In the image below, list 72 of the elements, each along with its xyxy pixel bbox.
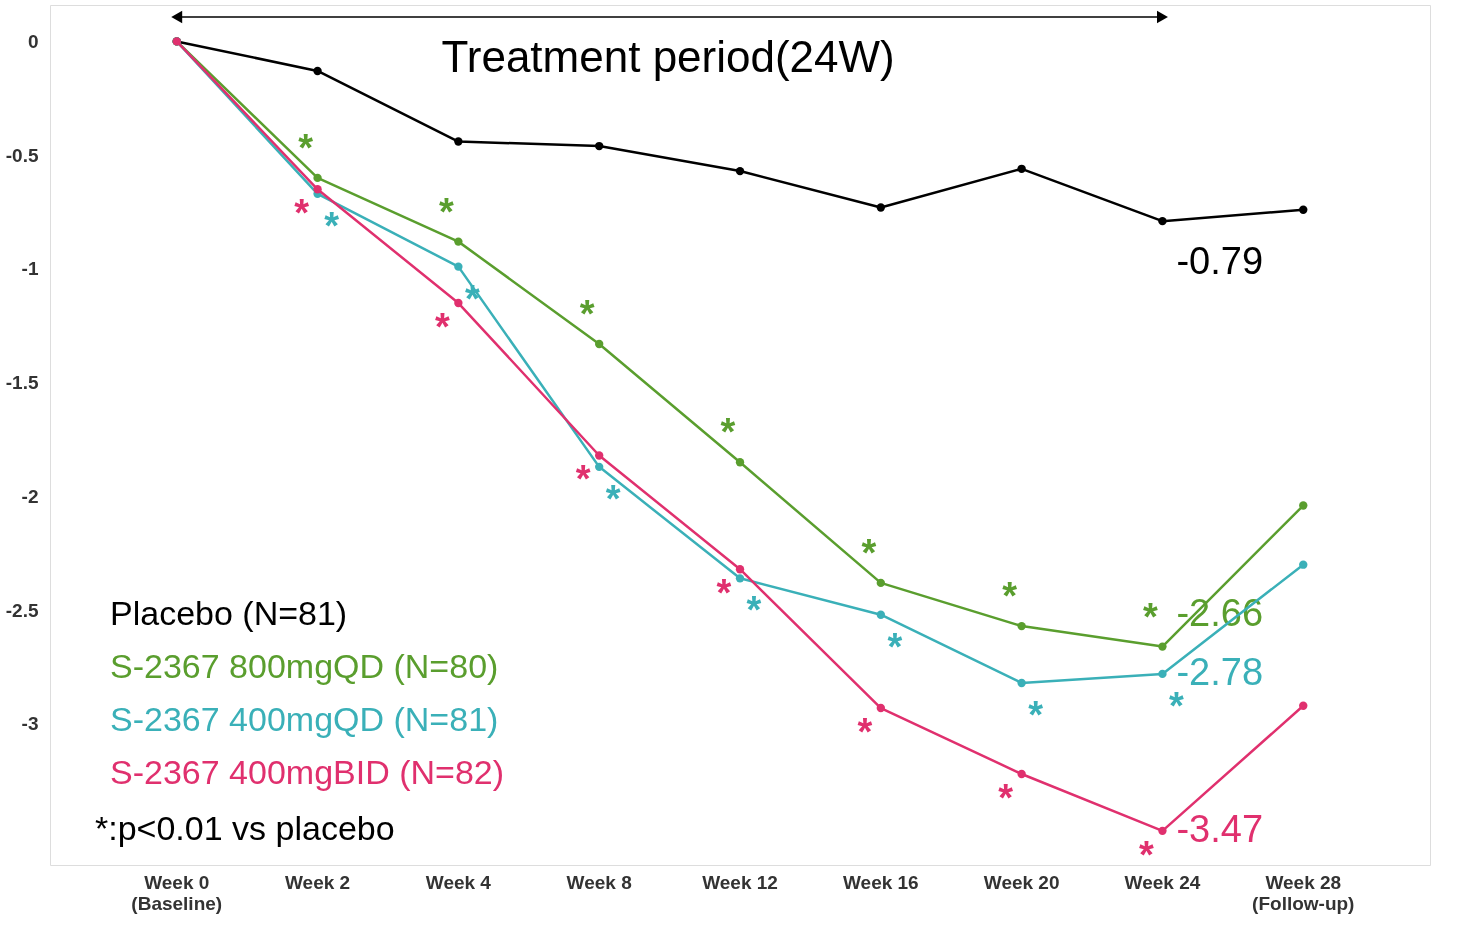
point — [1299, 701, 1308, 710]
point — [735, 574, 745, 583]
point — [313, 66, 322, 76]
annotation: * — [298, 126, 314, 169]
y-tick-label: -1.5 — [5, 372, 39, 394]
annotation: * — [575, 458, 591, 501]
point — [735, 565, 745, 574]
y-tick-label: -2.5 — [5, 599, 39, 621]
data-label: -3.47 — [1176, 807, 1264, 850]
point — [1299, 205, 1308, 214]
point — [454, 237, 463, 246]
annotation: * — [887, 625, 903, 668]
x-tick-label: Week 2 — [284, 871, 351, 893]
annotation: * — [998, 776, 1014, 819]
text: S-2367 800mgQD (N=80) — [110, 647, 499, 685]
point — [1299, 560, 1308, 569]
annotation: * — [857, 711, 873, 754]
x-tick-label: Week 28 (Follow-up) — [1252, 871, 1355, 914]
y-tick-label: -3 — [21, 713, 39, 735]
text: S-2367 400mgBID (N=82) — [110, 753, 505, 791]
text: Placebo (N=81) — [110, 594, 348, 632]
point — [876, 610, 885, 619]
annotation: * — [1028, 693, 1044, 736]
point — [876, 203, 885, 212]
annotation: * — [438, 190, 454, 233]
point — [1158, 669, 1167, 679]
point — [1299, 501, 1308, 510]
point — [1017, 678, 1026, 688]
annotation: Treatment period(24W) — [441, 32, 895, 81]
x-tick-label: Week 16 — [842, 871, 919, 893]
point — [454, 137, 463, 146]
data-label: -0.79 — [1176, 240, 1264, 283]
point — [1017, 621, 1026, 631]
x-tick-label: Week 8 — [566, 871, 632, 893]
annotation: * — [434, 306, 450, 349]
point — [1017, 164, 1026, 173]
point — [454, 262, 463, 271]
point — [595, 462, 604, 472]
y-tick-label: 0 — [27, 30, 39, 52]
point — [313, 185, 322, 194]
point — [595, 339, 604, 349]
point — [595, 451, 604, 460]
annotation: * — [1143, 595, 1159, 638]
point — [454, 298, 463, 308]
x-tick-label: Week 20 — [983, 871, 1060, 893]
y-tick-label: -0.5 — [5, 144, 39, 166]
text: S-2367 400mgQD (N=81) — [110, 700, 499, 738]
annotation: * — [579, 292, 595, 335]
x-tick-label: Week 12 — [702, 871, 778, 893]
annotation: * — [1002, 575, 1018, 618]
y-tick-label: -2 — [21, 485, 39, 507]
annotation: * — [324, 204, 340, 247]
point — [1017, 769, 1026, 779]
point — [735, 166, 745, 176]
point — [595, 141, 604, 151]
point — [1158, 826, 1167, 836]
point — [876, 703, 885, 713]
point — [1158, 642, 1167, 651]
annotation: * — [716, 572, 732, 615]
point — [313, 173, 322, 183]
annotation: * — [861, 531, 877, 574]
annotation: * — [605, 477, 621, 520]
point — [876, 578, 885, 588]
x-tick-label: Week 0 (Baseline) — [131, 871, 223, 914]
point — [735, 458, 745, 467]
point — [1158, 216, 1167, 226]
annotation: * — [746, 589, 762, 632]
y-tick-label: -1 — [21, 258, 39, 280]
annotation: *:p<0.01 vs placebo — [95, 809, 395, 847]
annotation: * — [294, 192, 310, 235]
annotation: * — [720, 411, 736, 454]
x-tick-label: Week 4 — [425, 871, 492, 893]
